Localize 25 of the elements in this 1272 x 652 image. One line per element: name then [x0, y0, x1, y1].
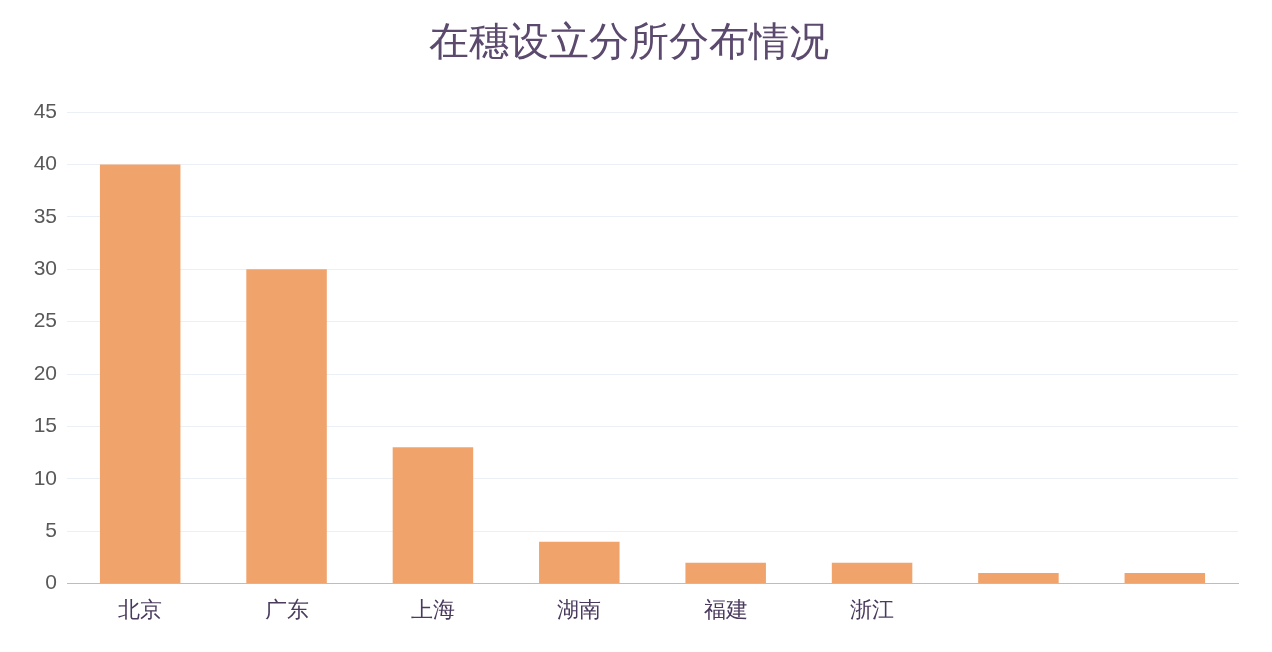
- bar: [99, 164, 181, 584]
- bar: [1124, 573, 1206, 584]
- x-tick-label: 北京: [118, 596, 163, 622]
- bar: [978, 573, 1059, 584]
- y-tick-label: 35: [33, 203, 57, 227]
- x-tick-label: 福建: [703, 596, 748, 622]
- y-tick-label: 20: [33, 360, 57, 384]
- y-tick-label: 0: [45, 570, 57, 594]
- bar: [539, 541, 620, 584]
- y-tick-label: 5: [45, 518, 57, 541]
- chart-title: 在穗设立分所分布情况: [429, 19, 829, 64]
- x-tick-label: 浙江: [850, 596, 895, 622]
- y-tick-label: 15: [33, 413, 57, 437]
- y-tick-label: 25: [33, 308, 57, 332]
- bar: [685, 562, 766, 584]
- x-tick-label: 湖南: [557, 596, 602, 622]
- bar: [246, 269, 327, 584]
- x-tick-label: 上海: [410, 596, 455, 622]
- y-tick-label: 45: [33, 98, 57, 122]
- bar: [392, 447, 474, 584]
- x-tick-label: 广东: [264, 596, 309, 622]
- y-tick-label: 30: [33, 256, 57, 279]
- y-tick-label: 10: [33, 465, 57, 489]
- bar: [831, 562, 913, 584]
- y-tick-label: 40: [33, 151, 57, 175]
